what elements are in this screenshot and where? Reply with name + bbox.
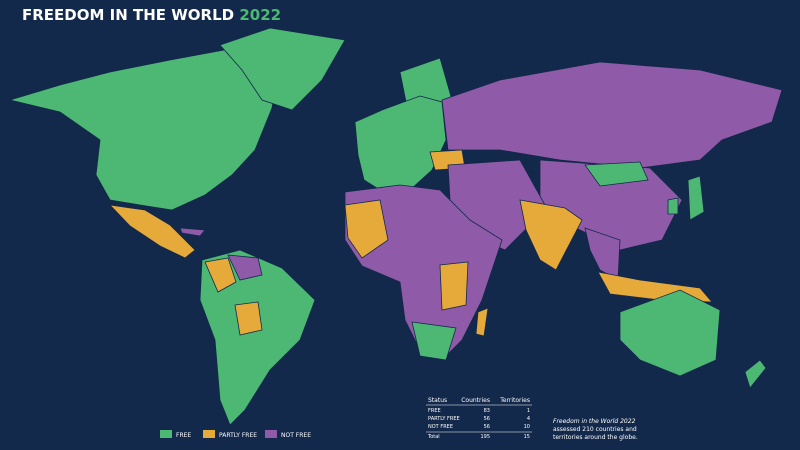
table-cell: 83	[484, 408, 490, 414]
status-table: Status Countries Territories FREE 83 1 PARTLY …	[426, 397, 532, 440]
table-cell: 10	[524, 424, 530, 430]
cuba	[179, 227, 206, 237]
central-america	[108, 204, 196, 259]
title-text: FREEDOM IN THE WORLD	[22, 6, 234, 24]
world-map	[8, 27, 783, 426]
table-cell: FREE	[428, 408, 441, 414]
table-header: Territories	[499, 397, 530, 404]
india	[519, 199, 583, 271]
legend-label: FREE	[176, 432, 191, 439]
japan	[687, 175, 705, 221]
colombia	[204, 257, 237, 293]
table-cell: 56	[484, 424, 490, 430]
madagascar	[475, 307, 489, 337]
legend-label: NOT FREE	[281, 432, 311, 439]
title: FREEDOM IN THE WORLD 2022	[22, 6, 281, 24]
legend-swatch	[203, 430, 215, 438]
europe	[354, 95, 447, 191]
new-zealand	[744, 359, 767, 389]
legend-label: PARTLY FREE	[219, 432, 257, 439]
greenland	[219, 27, 346, 111]
table-header: Status	[428, 397, 447, 404]
russia	[441, 61, 783, 169]
south-america	[199, 249, 316, 426]
table-cell: PARTLY FREE	[428, 416, 460, 422]
venezuela	[227, 254, 263, 281]
west-africa	[344, 199, 389, 259]
table-cell: NOT FREE	[428, 424, 453, 430]
table-cell: 4	[527, 416, 530, 422]
table-cell: Total	[427, 434, 440, 440]
korea	[667, 197, 679, 215]
legend-swatch	[265, 430, 277, 438]
table-header: Countries	[461, 397, 490, 404]
table-cell: 56	[484, 416, 490, 422]
mongolia	[584, 161, 649, 187]
east-africa	[439, 261, 469, 311]
table-cell: 195	[480, 434, 490, 440]
australia	[619, 289, 721, 377]
southern-africa	[411, 321, 457, 361]
table-cell: 1	[527, 408, 530, 414]
note-wrap: assessed 210 countries and territories a…	[553, 426, 638, 441]
bolivia	[234, 301, 263, 336]
legend: FREE PARTLY FREE NOT FREE	[160, 430, 311, 439]
note-title: Freedom in the World 2022	[553, 418, 636, 425]
legend-swatch	[160, 430, 172, 438]
note-text: assessed 210 countries and territories a…	[553, 426, 638, 441]
table-cell: 15	[524, 434, 530, 440]
title-year: 2022	[239, 6, 281, 24]
north-america	[8, 47, 281, 211]
